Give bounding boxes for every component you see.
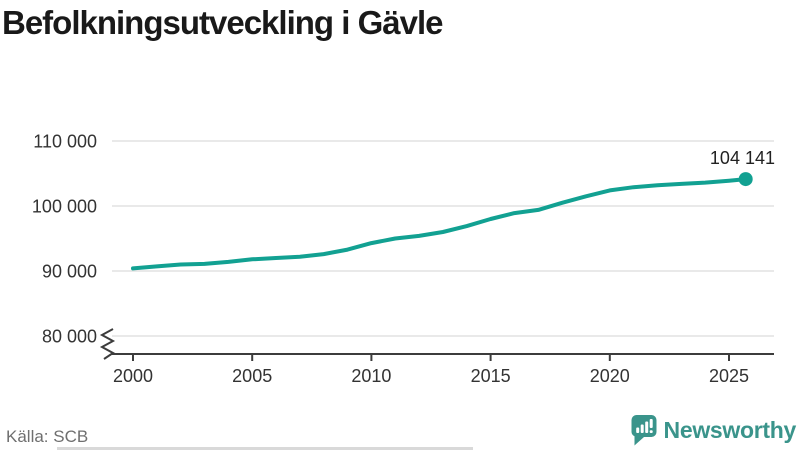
bar-chart-glyph — [635, 419, 653, 433]
newsworthy-logo[interactable]: Newsworthy — [630, 414, 796, 446]
x-tick-label: 2025 — [709, 366, 749, 386]
y-tick-label: 80 000 — [42, 327, 97, 347]
y-tick-label: 90 000 — [42, 262, 97, 282]
y-tick-label: 110 000 — [33, 132, 97, 152]
tick-labels-group: 110 000 100 000 90 000 80 000 2000 2005 2010 20… — [32, 132, 749, 387]
series-group: 104 141 — [131, 148, 775, 271]
newsworthy-wordmark: Newsworthy — [663, 416, 797, 443]
x-tick-label: 2010 — [351, 366, 391, 386]
source-note: Källa: SCB — [6, 427, 89, 446]
gridlines-group — [112, 140, 774, 337]
y-tick-label: 100 000 — [32, 197, 97, 217]
x-tick-label: 2020 — [590, 366, 630, 386]
x-tick-label: 2000 — [113, 366, 153, 386]
x-tick-label: 2015 — [471, 366, 511, 386]
x-tick-label: 2005 — [232, 366, 272, 386]
end-point-dot — [738, 172, 753, 187]
y-axis-break-icon — [99, 328, 116, 360]
population-series-line — [131, 177, 748, 271]
page-title: Befolkningsutveckling i Gävle — [2, 4, 443, 41]
bottom-divider — [57, 447, 473, 450]
axis-group — [99, 328, 774, 361]
speech-bubble-shape — [631, 415, 657, 446]
newsworthy-bubble-icon — [631, 415, 657, 446]
end-value-label: 104 141 — [710, 148, 775, 168]
